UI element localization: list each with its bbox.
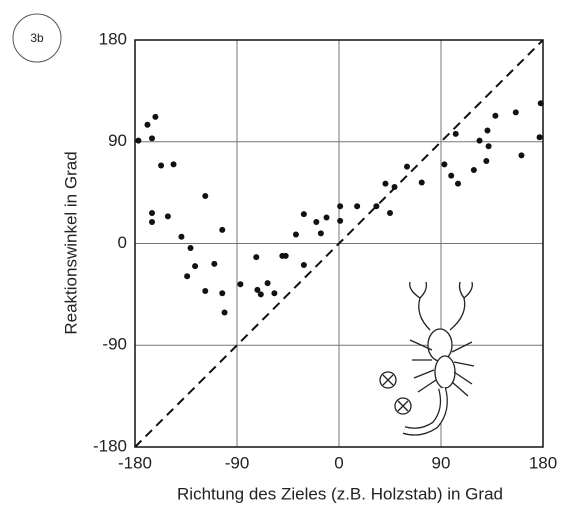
point	[164, 213, 171, 220]
x-tick-label: 180	[529, 453, 557, 472]
point	[254, 286, 261, 293]
point	[485, 143, 492, 150]
point	[221, 309, 228, 316]
point	[300, 211, 307, 218]
point	[282, 252, 289, 259]
point	[317, 230, 324, 237]
point	[483, 157, 490, 164]
point	[184, 273, 191, 280]
x-axis-label: Richtung des Zieles (z.B. Holzstab) in G…	[177, 484, 503, 503]
points	[135, 100, 544, 316]
point	[253, 254, 260, 261]
y-tick-label: 90	[108, 131, 127, 150]
y-tick-label: -180	[93, 436, 127, 455]
y-tick-label: 0	[118, 233, 127, 252]
y-tick-label: 180	[99, 29, 127, 48]
point	[484, 127, 491, 134]
point	[518, 152, 525, 159]
label-circle	[12, 13, 62, 63]
point	[492, 112, 499, 119]
point	[536, 134, 543, 141]
point	[149, 219, 155, 226]
y-axis-label: Reaktionswinkel in Grad	[61, 151, 80, 334]
point	[382, 180, 389, 187]
point	[135, 137, 142, 144]
point	[170, 161, 177, 168]
point	[149, 135, 155, 142]
point	[187, 245, 194, 252]
point	[354, 203, 361, 210]
point	[158, 162, 165, 169]
point	[237, 281, 244, 288]
point	[470, 167, 477, 174]
point	[452, 130, 459, 137]
x-tick-label: 0	[334, 453, 343, 472]
point	[373, 203, 380, 210]
diagonal	[134, 39, 544, 448]
point	[144, 121, 151, 128]
point	[337, 203, 344, 210]
point	[178, 233, 185, 240]
x-tick-label: -90	[225, 453, 250, 472]
point	[455, 180, 461, 187]
x-tick-label: -180	[118, 453, 152, 472]
point	[192, 263, 199, 270]
x-tick-label: 90	[432, 453, 451, 472]
point	[264, 280, 271, 287]
point	[219, 226, 226, 233]
point	[292, 231, 299, 238]
point	[211, 260, 218, 267]
point	[219, 290, 226, 297]
point	[418, 179, 425, 186]
point	[337, 217, 344, 224]
point	[391, 183, 398, 190]
point	[404, 163, 410, 170]
point	[152, 113, 159, 120]
point	[387, 209, 393, 216]
scorpion	[379, 281, 475, 436]
y-tick-label: -90	[102, 335, 127, 354]
panel-label: 3b	[30, 31, 44, 45]
point	[537, 100, 544, 107]
point	[202, 193, 209, 200]
point	[313, 219, 320, 226]
point	[149, 209, 155, 216]
point	[300, 261, 307, 268]
point	[476, 137, 483, 144]
point	[271, 290, 278, 297]
point	[202, 287, 209, 294]
point	[323, 214, 330, 221]
plot-frame	[134, 39, 544, 448]
point	[448, 172, 455, 179]
point	[257, 291, 264, 298]
point	[441, 161, 448, 168]
point	[512, 109, 519, 116]
